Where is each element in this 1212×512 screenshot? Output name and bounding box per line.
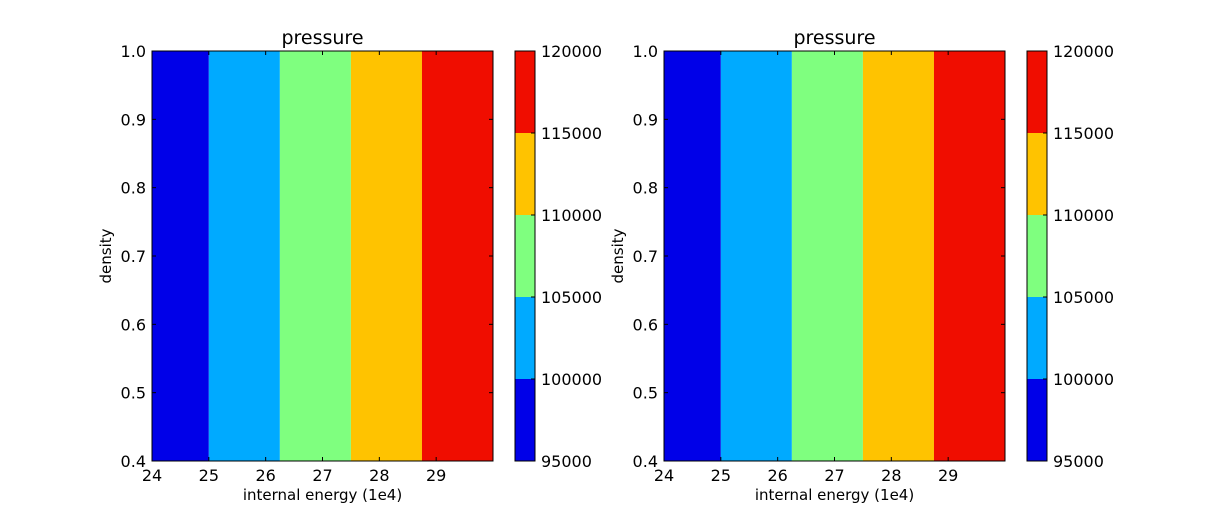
colorbar-tick-label-1-6: 120000 [541, 42, 602, 61]
x-tick-label-2-4: 27 [824, 466, 844, 485]
colorbar-segments-2 [1027, 51, 1047, 461]
colorbar-tick-label-1-5: 115000 [541, 124, 602, 143]
y-tick-label-1-2: 0.5 [121, 384, 146, 403]
colorbar-tick-label-2-2: 100000 [1053, 370, 1114, 389]
heatmap-band-2-1 [664, 51, 721, 461]
y-axis-label-2: density [609, 228, 627, 283]
y-tick-label-2-6: 0.9 [633, 110, 658, 129]
x-axis-label-1: internal energy (1e4) [243, 486, 402, 504]
plot-area-1: 24 25 26 27 28 29 0.4 0.5 0.6 0.7 0.8 0.9 1.0 press… [97, 27, 494, 504]
y-axis-label-1: density [97, 228, 115, 283]
heatmap-band-1-1 [152, 51, 209, 461]
colorbar-tick-label-1-1: 95000 [541, 452, 592, 471]
band-group-2 [664, 51, 1005, 461]
heatmap-band-2-3 [791, 51, 863, 461]
chart-title-2: pressure [793, 27, 875, 49]
heatmap-band-2-4 [862, 51, 934, 461]
x-tick-label-1-3: 26 [255, 466, 275, 485]
chart-panel-2: 24 25 26 27 28 29 0.4 0.5 0.6 0.7 0.8 0.9 1.0 press… [609, 27, 1114, 504]
heatmap-band-2-5 [933, 51, 1005, 461]
y-tick-label-2-4: 0.7 [633, 247, 658, 266]
heatmap-band-1-4 [350, 51, 422, 461]
y-tick-label-1-4: 0.7 [121, 247, 146, 266]
chart-title-1: pressure [281, 27, 363, 49]
y-tick-label-2-2: 0.5 [633, 384, 658, 403]
y-tick-label-2-5: 0.8 [633, 179, 658, 198]
colorbar-segment-1-2 [515, 297, 535, 379]
colorbar-1: 95000 100000 105000 110000 115000 120000 [514, 42, 602, 471]
colorbar-tick-label-1-2: 100000 [541, 370, 602, 389]
colorbar-tick-label-1-3: 105000 [541, 288, 602, 307]
plot-area-2: 24 25 26 27 28 29 0.4 0.5 0.6 0.7 0.8 0.9 1.0 press… [609, 27, 1006, 504]
y-tick-label-2-7: 1.0 [633, 42, 658, 61]
x-tick-label-1-1: 24 [142, 466, 162, 485]
y-axis-ticks-2: 0.4 0.5 0.6 0.7 0.8 0.9 1.0 [633, 42, 1005, 471]
y-tick-label-1-1: 0.4 [121, 452, 146, 471]
y-tick-label-1-7: 1.0 [121, 42, 146, 61]
colorbar-segment-2-5 [1027, 51, 1047, 133]
x-axis-label-2: internal energy (1e4) [755, 486, 914, 504]
x-tick-label-2-2: 25 [711, 466, 731, 485]
x-axis-ticks-2: 24 25 26 27 28 29 [654, 51, 958, 485]
x-tick-label-1-4: 27 [312, 466, 332, 485]
colorbar-segment-2-1 [1027, 379, 1047, 461]
y-tick-label-1-3: 0.6 [121, 315, 146, 334]
colorbar-2: 95000 100000 105000 110000 115000 120000 [1026, 42, 1114, 471]
colorbar-segment-1-5 [515, 51, 535, 133]
heatmap-band-1-5 [421, 51, 493, 461]
y-tick-label-1-6: 0.9 [121, 110, 146, 129]
y-tick-label-2-3: 0.6 [633, 315, 658, 334]
colorbar-tick-label-2-1: 95000 [1053, 452, 1104, 471]
colorbar-ticks-2: 95000 100000 105000 110000 115000 120000 [1043, 42, 1114, 471]
heatmap-band-1-3 [279, 51, 351, 461]
x-tick-label-1-5: 28 [369, 466, 389, 485]
y-tick-label-1-5: 0.8 [121, 179, 146, 198]
colorbar-tick-label-2-5: 115000 [1053, 124, 1114, 143]
x-tick-label-2-1: 24 [654, 466, 674, 485]
colorbar-tick-label-2-4: 110000 [1053, 206, 1114, 225]
colorbar-frame-1 [514, 50, 536, 462]
x-tick-label-2-5: 28 [881, 466, 901, 485]
colorbar-tick-label-2-3: 105000 [1053, 288, 1114, 307]
colorbar-ticks-1: 95000 100000 105000 110000 115000 120000 [531, 42, 602, 471]
x-tick-label-2-6: 29 [938, 466, 958, 485]
colorbar-segment-2-3 [1027, 215, 1047, 297]
colorbar-segment-2-4 [1027, 133, 1047, 215]
colorbar-segment-1-3 [515, 215, 535, 297]
colorbar-segment-2-2 [1027, 297, 1047, 379]
colorbar-tick-label-1-4: 110000 [541, 206, 602, 225]
colorbar-segments-1 [515, 51, 535, 461]
y-axis-ticks-1: 0.4 0.5 0.6 0.7 0.8 0.9 1.0 [121, 42, 493, 471]
heatmap-band-2-2 [720, 51, 792, 461]
colorbar-segment-1-1 [515, 379, 535, 461]
y-tick-label-2-1: 0.4 [633, 452, 658, 471]
band-group-1 [152, 51, 493, 461]
x-tick-label-2-3: 26 [767, 466, 787, 485]
chart-panel-1: 24 25 26 27 28 29 0.4 0.5 0.6 0.7 0.8 0.9 1.0 press… [97, 27, 602, 504]
x-tick-label-1-6: 29 [426, 466, 446, 485]
colorbar-frame-2 [1026, 50, 1048, 462]
colorbar-tick-label-2-6: 120000 [1053, 42, 1114, 61]
x-tick-label-1-2: 25 [199, 466, 219, 485]
colorbar-segment-1-4 [515, 133, 535, 215]
x-axis-ticks-1: 24 25 26 27 28 29 [142, 51, 446, 485]
heatmap-band-1-2 [208, 51, 280, 461]
